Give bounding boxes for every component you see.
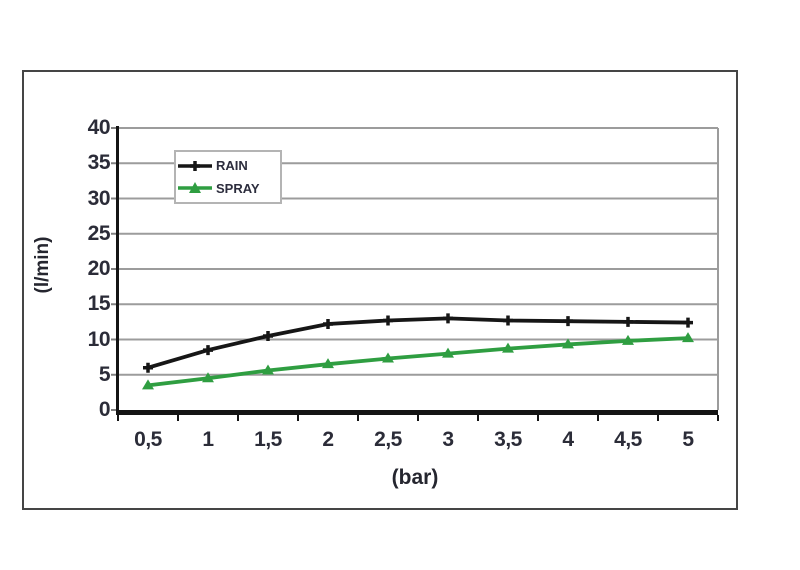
plus-marker-icon — [443, 313, 453, 324]
y-axis-line — [116, 126, 119, 415]
chart-frame: 0 5 10 15 20 25 30 35 40 0,5 1 1,5 2 2,5 3 3,5 4 4,5 5 (l… — [22, 70, 738, 510]
plus-marker-icon — [203, 345, 213, 356]
legend-item-rain: RAIN — [176, 157, 280, 175]
x-tick-label: 3 — [442, 428, 454, 451]
plus-marker-icon — [323, 318, 333, 329]
triangle-marker-icon — [202, 372, 214, 383]
x-tick-label: 2 — [322, 428, 334, 451]
plus-marker-icon — [190, 160, 200, 171]
triangle-marker-icon — [502, 342, 514, 353]
y-tick-label: 15 — [87, 292, 111, 316]
y-axis-title: (l/min) — [32, 236, 53, 294]
legend-label: RAIN — [216, 158, 248, 174]
rain-series — [143, 313, 693, 373]
plus-marker-icon — [503, 315, 513, 326]
x-tick-label: 4,5 — [614, 428, 642, 451]
x-tick-label: 1 — [202, 428, 214, 451]
y-tick-label: 30 — [87, 186, 111, 210]
legend-label: SPRAY — [216, 180, 260, 196]
legend-item-spray: SPRAY — [176, 179, 280, 197]
x-axis-title: (bar) — [391, 466, 439, 489]
x-tick-label: 0,5 — [134, 428, 162, 451]
y-tick-label: 40 — [87, 116, 111, 139]
y-tick-label: 35 — [87, 151, 111, 175]
x-tick-label: 5 — [682, 428, 694, 451]
triangle-marker-icon — [189, 182, 201, 194]
triangle-marker-icon — [442, 347, 454, 358]
x-tick-label: 2,5 — [374, 428, 402, 451]
y-tick-label: 5 — [98, 362, 111, 386]
x-axis-line — [116, 410, 718, 415]
y-tick-label: 20 — [87, 257, 111, 280]
plus-marker-icon — [683, 317, 693, 328]
triangle-marker-icon — [562, 338, 574, 349]
rain-line — [147, 316, 689, 370]
plus-marker-icon — [143, 362, 153, 373]
y-tick-label: 25 — [87, 221, 111, 245]
x-tick-label: 4 — [562, 428, 574, 451]
y-tick-label: 0 — [98, 398, 111, 421]
plus-marker-icon — [263, 330, 273, 341]
plus-marker-icon — [563, 316, 573, 327]
x-tick-label: 1,5 — [254, 428, 282, 451]
legend: RAIN SPRAY — [174, 150, 282, 204]
y-tick-label: 10 — [87, 327, 111, 351]
triangle-marker-icon — [262, 364, 274, 375]
triangle-marker-icon — [142, 379, 154, 390]
spray-line-sample-icon — [178, 182, 212, 194]
triangle-marker-icon — [622, 334, 634, 345]
triangle-marker-icon — [682, 332, 694, 343]
triangle-marker-icon — [382, 352, 394, 363]
plus-marker-icon — [623, 316, 633, 327]
spray-line — [147, 336, 689, 388]
x-tick-label: 3,5 — [494, 428, 522, 451]
triangle-marker-icon — [322, 358, 334, 369]
rain-line-sample-icon — [178, 160, 212, 171]
spray-series — [142, 332, 694, 390]
plus-marker-icon — [383, 315, 393, 326]
